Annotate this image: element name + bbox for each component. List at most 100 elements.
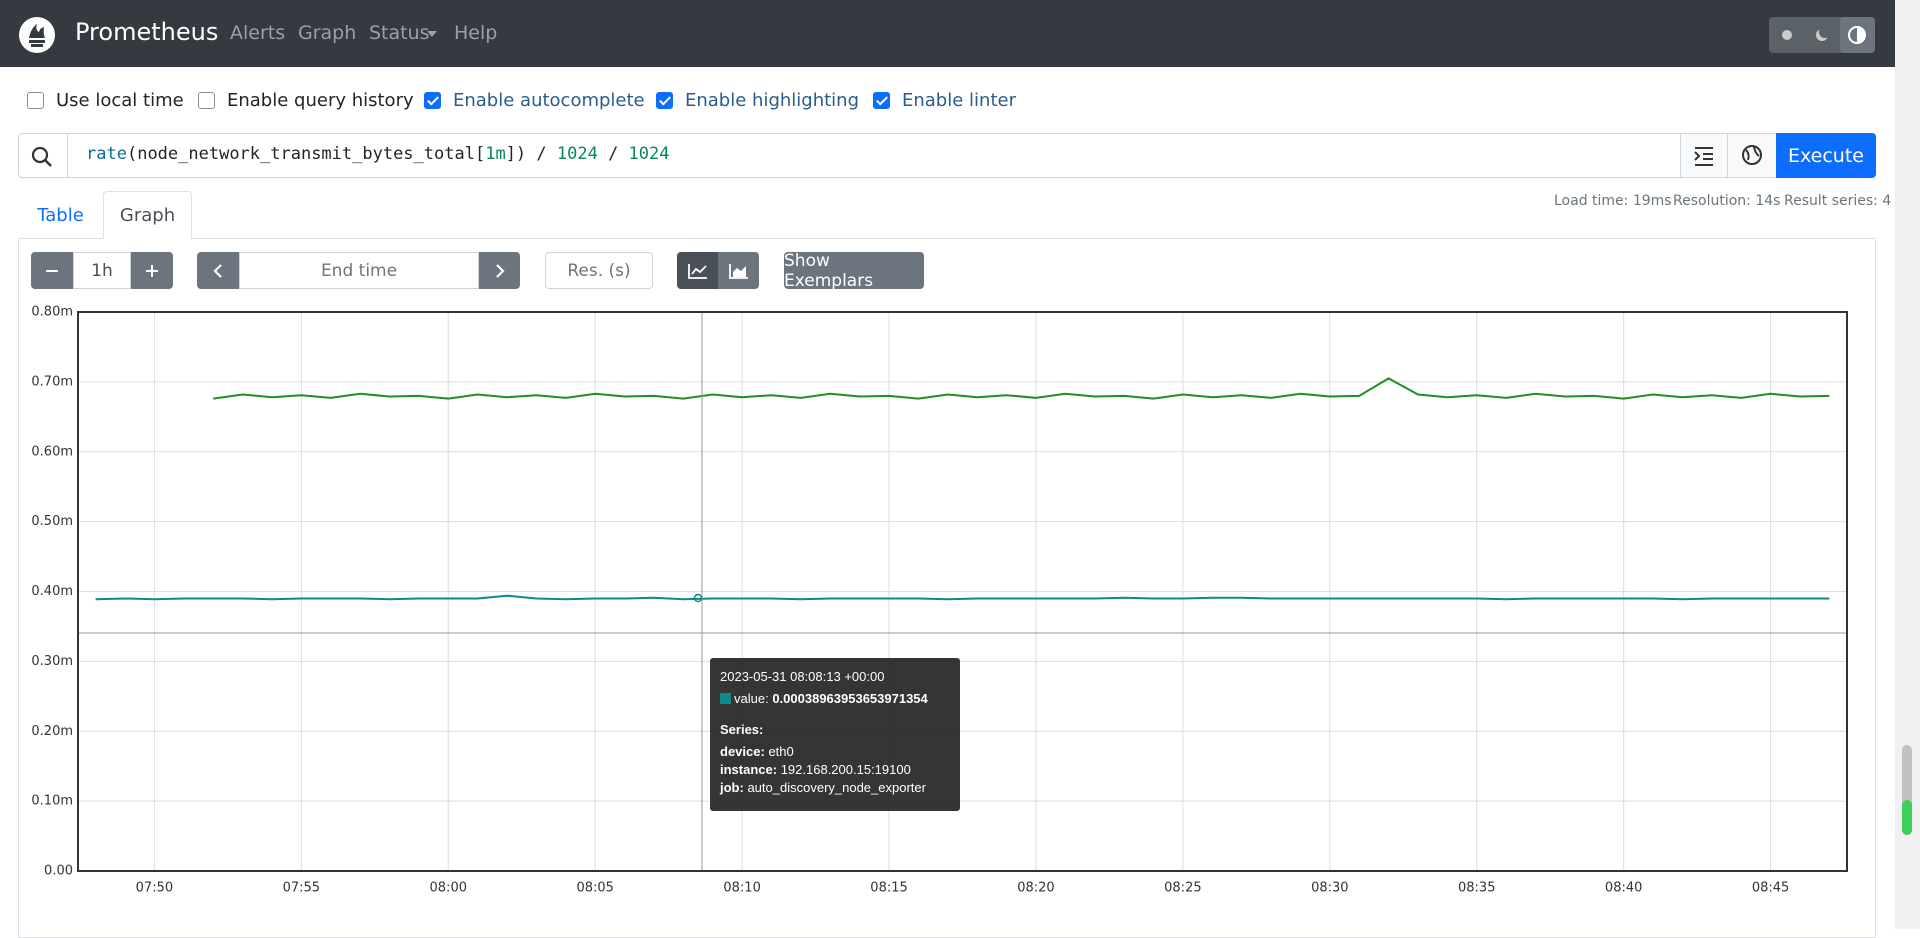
scrollbar[interactable] (1895, 0, 1920, 929)
y-tick-label: 0.00 (44, 864, 73, 879)
tooltip-time: 2023-05-31 08:08:13 +00:00 (720, 669, 885, 684)
label-value: auto_discovery_node_exporter (747, 780, 926, 795)
end-time-forward[interactable] (479, 252, 520, 289)
grid (78, 311, 1847, 872)
label-value: eth0 (768, 744, 794, 759)
token: / (597, 144, 629, 164)
resolution: Resolution: 14s (1673, 193, 1781, 209)
option-label: Enable autocomplete (453, 89, 645, 111)
range-input[interactable]: 1h (73, 252, 131, 289)
series-line (213, 377, 1830, 400)
theme-toggle[interactable] (1769, 17, 1875, 53)
y-tick-label: 0.80m (31, 305, 73, 320)
token: 1024 (556, 144, 598, 164)
logo[interactable] (18, 16, 56, 54)
y-tick-label: 0.40m (31, 584, 73, 599)
nav-link[interactable]: Help (454, 22, 498, 44)
x-tick-label: 08:45 (1752, 881, 1789, 896)
brand[interactable]: Prometheus (75, 18, 219, 46)
tooltip-value-row: value: 0.00038963953653971354 (720, 691, 928, 706)
search-icon (31, 146, 52, 167)
checkbox[interactable] (424, 91, 441, 109)
option[interactable]: Enable highlighting (656, 88, 859, 112)
nav-link[interactable]: Alerts (230, 22, 286, 44)
option-label: Use local time (56, 89, 184, 111)
checkbox[interactable] (656, 91, 673, 109)
x-tick-label: 08:05 (576, 881, 613, 896)
plot-frame (77, 311, 1848, 872)
x-tick-label: 08:25 (1164, 881, 1201, 896)
result-series: Result series: 4 (1784, 193, 1892, 209)
load-time: Load time: 19ms (1554, 193, 1672, 209)
line-chart-button[interactable] (677, 252, 718, 289)
x-tick-label: 07:50 (136, 881, 173, 896)
value: 0.00038963953653971354 (772, 691, 928, 706)
y-tick-label: 0.50m (31, 514, 73, 529)
token: ( (126, 144, 138, 164)
stacked-chart-button[interactable] (718, 252, 759, 289)
x-tick-label: 08:20 (1017, 881, 1054, 896)
expression[interactable]: rate(node_network_transmit_bytes_total[1… (86, 144, 670, 164)
checkbox[interactable] (198, 91, 215, 109)
option-label: Enable linter (902, 89, 1016, 111)
label-value: 192.168.200.15:19100 (780, 762, 911, 777)
caret (427, 31, 437, 37)
checkbox[interactable] (873, 91, 890, 109)
end-time-back[interactable] (197, 252, 239, 289)
x-tick-label: 08:10 (723, 881, 760, 896)
tab-active[interactable]: Graph (103, 191, 192, 239)
range-increase[interactable] (131, 252, 173, 289)
x-tick-label: 08:00 (430, 881, 467, 896)
token: 1024 (628, 144, 670, 164)
x-tick-label: 08:15 (870, 881, 907, 896)
label-row: device: eth0 (720, 744, 794, 759)
metrics-explorer[interactable] (1727, 134, 1777, 177)
label-key: job: (720, 780, 744, 795)
checkbox[interactable] (27, 91, 44, 109)
label-row: job: auto_discovery_node_exporter (720, 780, 926, 795)
token: rate (86, 144, 127, 164)
label-key: instance: (720, 762, 778, 777)
format-button[interactable] (1680, 134, 1727, 177)
option[interactable]: Enable autocomplete (424, 88, 645, 112)
hover-point (693, 593, 703, 603)
x-tick-label: 08:30 (1311, 881, 1348, 896)
y-tick-label: 0.70m (31, 374, 73, 389)
exemplars-button[interactable]: Show Exemplars (784, 251, 924, 291)
y-tick-label: 0.10m (31, 794, 73, 809)
swatch (720, 693, 731, 704)
label-row: instance: 192.168.200.15:19100 (720, 762, 911, 777)
divider (67, 134, 68, 177)
navbar: Prometheus Alerts Graph Status Help (0, 0, 1895, 67)
token: 1m (485, 144, 506, 164)
scroll-thumb[interactable] (1902, 745, 1912, 835)
tab[interactable]: Table (37, 204, 84, 226)
y-tick-label: 0.20m (31, 724, 73, 739)
query-bar[interactable] (18, 133, 1876, 178)
nav-link[interactable]: Status (369, 22, 430, 44)
resolution-input[interactable]: Res. (s) (545, 252, 653, 289)
y-tick-label: 0.30m (31, 654, 73, 669)
series-line (95, 594, 1830, 601)
option[interactable]: Enable query history (198, 88, 414, 112)
tooltip: 2023-05-31 08:08:13 +00:00 value: 0.0003… (710, 658, 960, 811)
option[interactable]: Enable linter (873, 88, 1016, 112)
option-label: Enable highlighting (685, 89, 860, 111)
scroll-indicator (1902, 800, 1912, 835)
nav-link[interactable]: Graph (298, 22, 357, 44)
chart: 0.00 0.10m 0.20m 0.30m 0.40m 0.50m 0.60m 0.70m 0… (31, 305, 1848, 896)
option-label: Enable query history (227, 89, 414, 111)
token: ]) / (505, 144, 557, 164)
range-decrease[interactable] (31, 252, 73, 289)
option[interactable]: Use local time (27, 88, 184, 112)
token: node_network_transmit_bytes_total[ (137, 144, 486, 164)
value-key: value: (734, 691, 769, 706)
execute-button[interactable]: Execute (1776, 133, 1876, 178)
series (95, 377, 1830, 872)
x-tick-label: 08:35 (1458, 881, 1495, 896)
end-time-input[interactable]: End time (239, 252, 479, 289)
x-tick-label: 07:55 (283, 881, 320, 896)
series-title: Series: (720, 722, 764, 737)
